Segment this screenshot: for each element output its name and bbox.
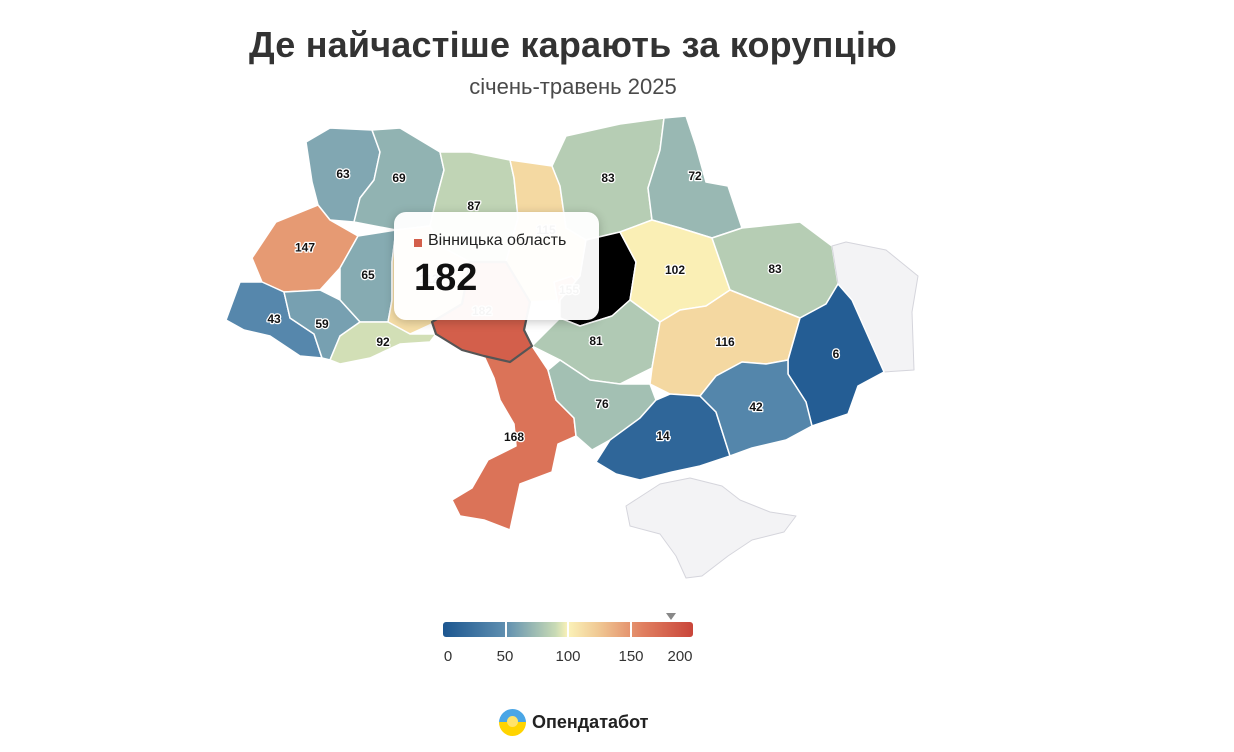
region-value-label: 92 (376, 335, 390, 349)
color-legend: 0 50 100 150 200 (443, 613, 693, 673)
map-subtitle: січень-травень 2025 (469, 74, 677, 99)
region-value-label: 42 (749, 400, 763, 414)
region-value-label: 14 (656, 429, 670, 443)
region-value-label: 76 (595, 397, 609, 411)
region-value-label: 69 (392, 171, 406, 185)
legend-label: 100 (555, 648, 581, 665)
logo-text: Опендатабот (532, 711, 649, 732)
region-value-label: 63 (336, 167, 350, 181)
legend-tick (567, 622, 569, 637)
legend-label: 50 (496, 648, 514, 665)
region-value-label: 87 (467, 199, 481, 213)
region-value-label: 116 (715, 335, 735, 349)
region-crimea (625, 477, 797, 579)
legend-value-marker-icon (665, 613, 676, 620)
region-value-label: 168 (504, 430, 524, 444)
region-value-label: 72 (688, 169, 702, 183)
tooltip-value: 182 (414, 257, 478, 299)
legend-tick (630, 622, 632, 637)
region-zaporizhzhia[interactable] (699, 359, 813, 457)
region-value-label: 59 (315, 317, 329, 331)
region-value-label: 102 (665, 263, 685, 277)
region-value-label: 83 (601, 171, 615, 185)
map-title: Де найчастіше карають за корупцію (248, 24, 897, 65)
legend-label: 0 (443, 648, 453, 665)
tooltip-color-swatch (414, 239, 422, 247)
opendatabot-logo: Опендатабот (499, 707, 649, 737)
region-chernivtsi[interactable] (329, 321, 437, 365)
tooltip-region-name: Вінницька область (428, 232, 567, 249)
region-value-label: 6 (833, 347, 840, 361)
region-value-label: 81 (589, 334, 603, 348)
opendatabot-logo-icon (499, 708, 526, 736)
legend-tick (505, 622, 507, 637)
region-value-label: 65 (361, 268, 375, 282)
legend-label: 200 (667, 648, 693, 665)
legend-label: 150 (618, 648, 644, 665)
region-tooltip: Вінницька область 182 (394, 212, 599, 320)
region-value-label: 147 (295, 241, 315, 255)
region-value-label: 43 (267, 312, 281, 326)
region-value-label: 83 (768, 262, 782, 276)
